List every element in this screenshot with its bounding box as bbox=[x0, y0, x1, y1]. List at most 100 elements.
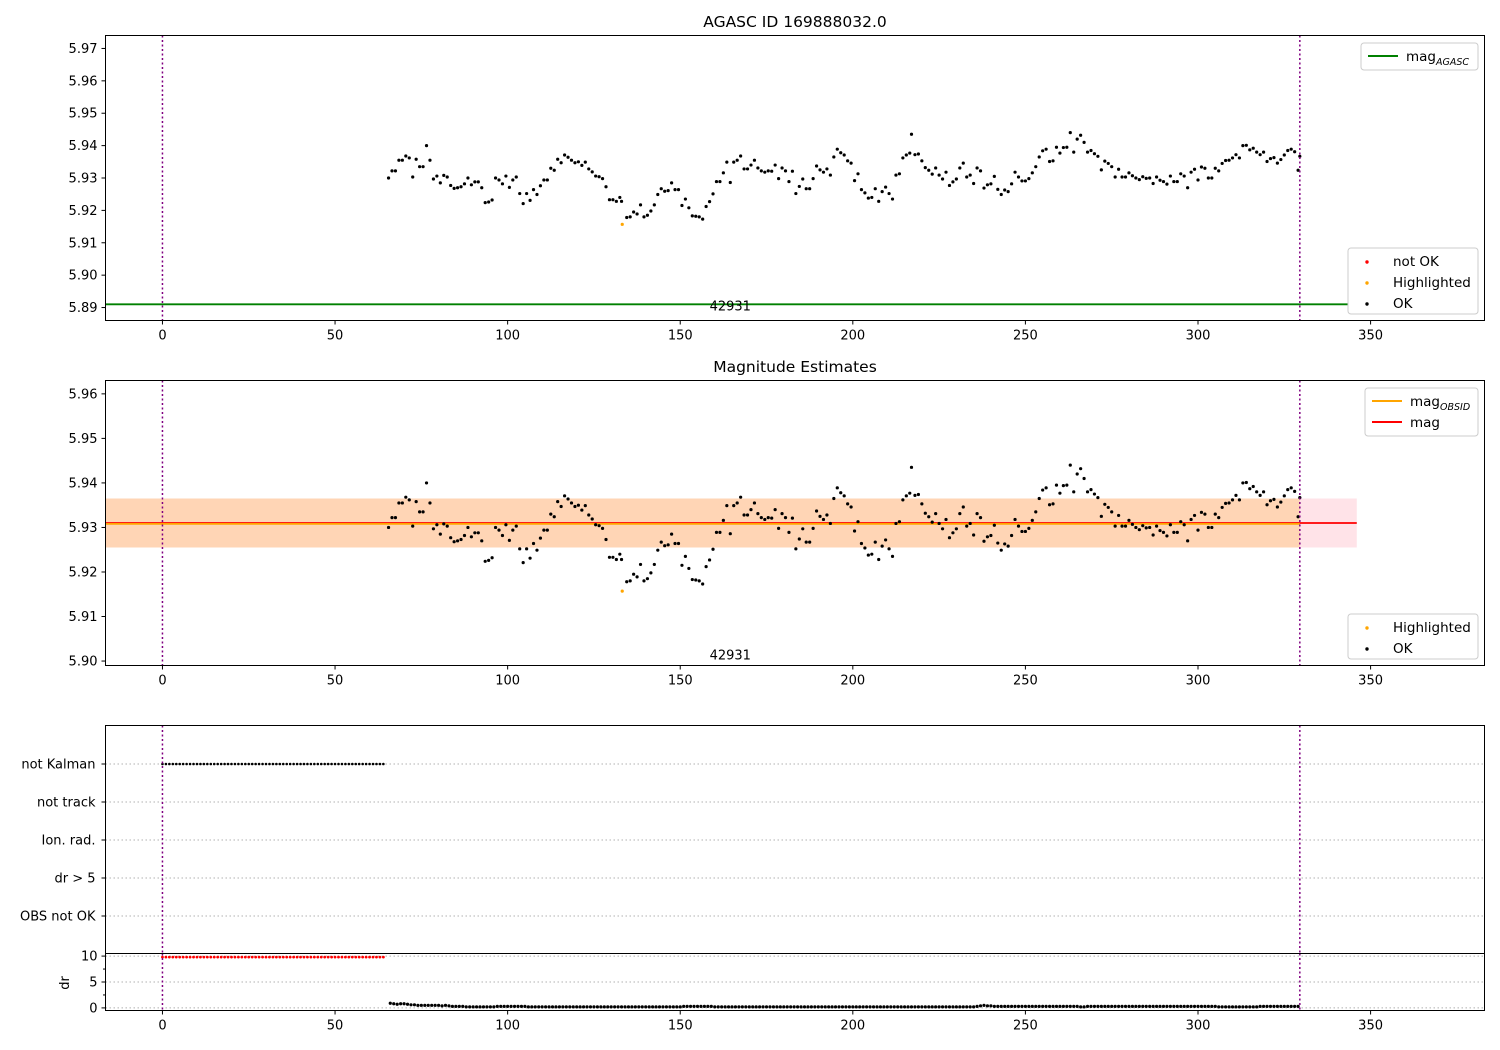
x-tick-label: 100 bbox=[495, 1019, 520, 1034]
not-kalman-point bbox=[174, 762, 178, 766]
dr-point bbox=[1010, 1004, 1014, 1008]
dr-flagged-point bbox=[236, 955, 240, 959]
not-kalman-point bbox=[382, 762, 385, 766]
dr-point bbox=[502, 1004, 506, 1008]
ok-point bbox=[756, 512, 760, 516]
ok-point bbox=[1099, 514, 1103, 518]
ok-point bbox=[1061, 145, 1065, 150]
ok-point bbox=[849, 505, 853, 509]
ok-point bbox=[859, 541, 864, 546]
ok-point bbox=[590, 170, 594, 174]
ok-point bbox=[556, 157, 560, 161]
dr-point bbox=[1141, 1004, 1145, 1008]
ok-point bbox=[1220, 161, 1224, 166]
ok-point bbox=[638, 562, 643, 567]
x-tick-label: 350 bbox=[1358, 1019, 1383, 1034]
not-kalman-point bbox=[326, 762, 330, 766]
ok-point bbox=[1282, 153, 1286, 157]
ok-point bbox=[490, 556, 494, 560]
dr-point bbox=[723, 1005, 727, 1009]
dr-point bbox=[844, 1005, 848, 1009]
ok-point bbox=[590, 517, 594, 521]
not-kalman-point bbox=[344, 762, 347, 766]
legend-label: Highlighted bbox=[1393, 275, 1471, 291]
flag-category-label: Ion. rad. bbox=[42, 834, 96, 849]
ok-point bbox=[1037, 496, 1041, 501]
dr-point bbox=[1041, 1004, 1045, 1008]
y-tick-label: 5.89 bbox=[69, 301, 98, 316]
x-tick-label: 150 bbox=[668, 1019, 693, 1034]
ok-point bbox=[1082, 476, 1086, 481]
dr-point bbox=[975, 1004, 979, 1008]
ok-point bbox=[1010, 182, 1014, 186]
ok-point bbox=[455, 186, 460, 190]
ok-point bbox=[545, 528, 549, 532]
ok-point bbox=[859, 188, 864, 192]
agasc-panel-frame bbox=[105, 35, 1485, 321]
ok-point bbox=[1027, 526, 1031, 530]
ok-point bbox=[1079, 467, 1083, 471]
ok-point bbox=[1234, 493, 1238, 497]
ok-point bbox=[777, 177, 781, 181]
ok-point bbox=[1179, 520, 1183, 524]
dr-point bbox=[1003, 1004, 1007, 1008]
dr-point bbox=[978, 1004, 983, 1008]
ok-point bbox=[1172, 179, 1176, 184]
ok-point bbox=[944, 517, 948, 522]
ok-point bbox=[1213, 166, 1217, 170]
ok-point bbox=[1103, 159, 1107, 163]
ok-point bbox=[801, 527, 805, 531]
dr-flagged-point bbox=[306, 955, 309, 959]
ok-point bbox=[783, 169, 788, 173]
dr-point bbox=[664, 1005, 669, 1009]
dr-flagged-point bbox=[350, 955, 354, 959]
ok-point bbox=[1237, 156, 1242, 160]
dr-point bbox=[595, 1005, 599, 1009]
ok-point bbox=[1075, 137, 1079, 141]
dr-point bbox=[471, 1005, 475, 1009]
ok-point bbox=[404, 495, 408, 499]
ok-point bbox=[707, 200, 712, 204]
dr-flagged-point bbox=[295, 955, 299, 959]
not-kalman-point bbox=[337, 762, 340, 766]
x-tick-label: 200 bbox=[840, 674, 865, 689]
dr-point bbox=[402, 1002, 406, 1006]
ok-point bbox=[393, 516, 398, 520]
dr-point bbox=[892, 1005, 896, 1009]
ok-point bbox=[873, 540, 877, 544]
ok-point bbox=[452, 540, 456, 544]
ok-point bbox=[473, 180, 477, 184]
dr-point bbox=[813, 1005, 817, 1009]
not-kalman-point bbox=[164, 762, 168, 766]
not-kalman-point bbox=[181, 762, 185, 766]
ok-point bbox=[645, 213, 650, 217]
ok-point bbox=[1058, 491, 1062, 495]
ok-point bbox=[1213, 512, 1217, 516]
ok-point bbox=[999, 548, 1003, 552]
ok-point bbox=[607, 555, 612, 559]
ok-point bbox=[982, 186, 986, 190]
x-tick-label: 300 bbox=[1186, 329, 1211, 344]
dr-point bbox=[409, 1003, 413, 1007]
ok-point bbox=[1230, 156, 1235, 160]
dr-point bbox=[640, 1005, 644, 1009]
ok-point bbox=[1127, 171, 1131, 175]
dr-point bbox=[778, 1005, 782, 1009]
y-tick-label: 5.94 bbox=[69, 476, 98, 491]
dr-point bbox=[654, 1005, 658, 1009]
ok-point bbox=[407, 156, 411, 160]
ok-point bbox=[940, 527, 945, 531]
ok-point bbox=[545, 178, 549, 182]
dr-point bbox=[668, 1005, 672, 1009]
dr-point bbox=[426, 1003, 430, 1007]
not-kalman-point bbox=[323, 762, 326, 766]
dr-point bbox=[1013, 1004, 1017, 1008]
ok-point bbox=[711, 192, 715, 196]
not-kalman-point bbox=[368, 762, 371, 766]
ok-point bbox=[897, 172, 902, 176]
dr-point bbox=[896, 1005, 900, 1009]
ok-point bbox=[852, 529, 857, 533]
ok-point bbox=[1003, 542, 1007, 546]
ok-point bbox=[431, 527, 436, 531]
